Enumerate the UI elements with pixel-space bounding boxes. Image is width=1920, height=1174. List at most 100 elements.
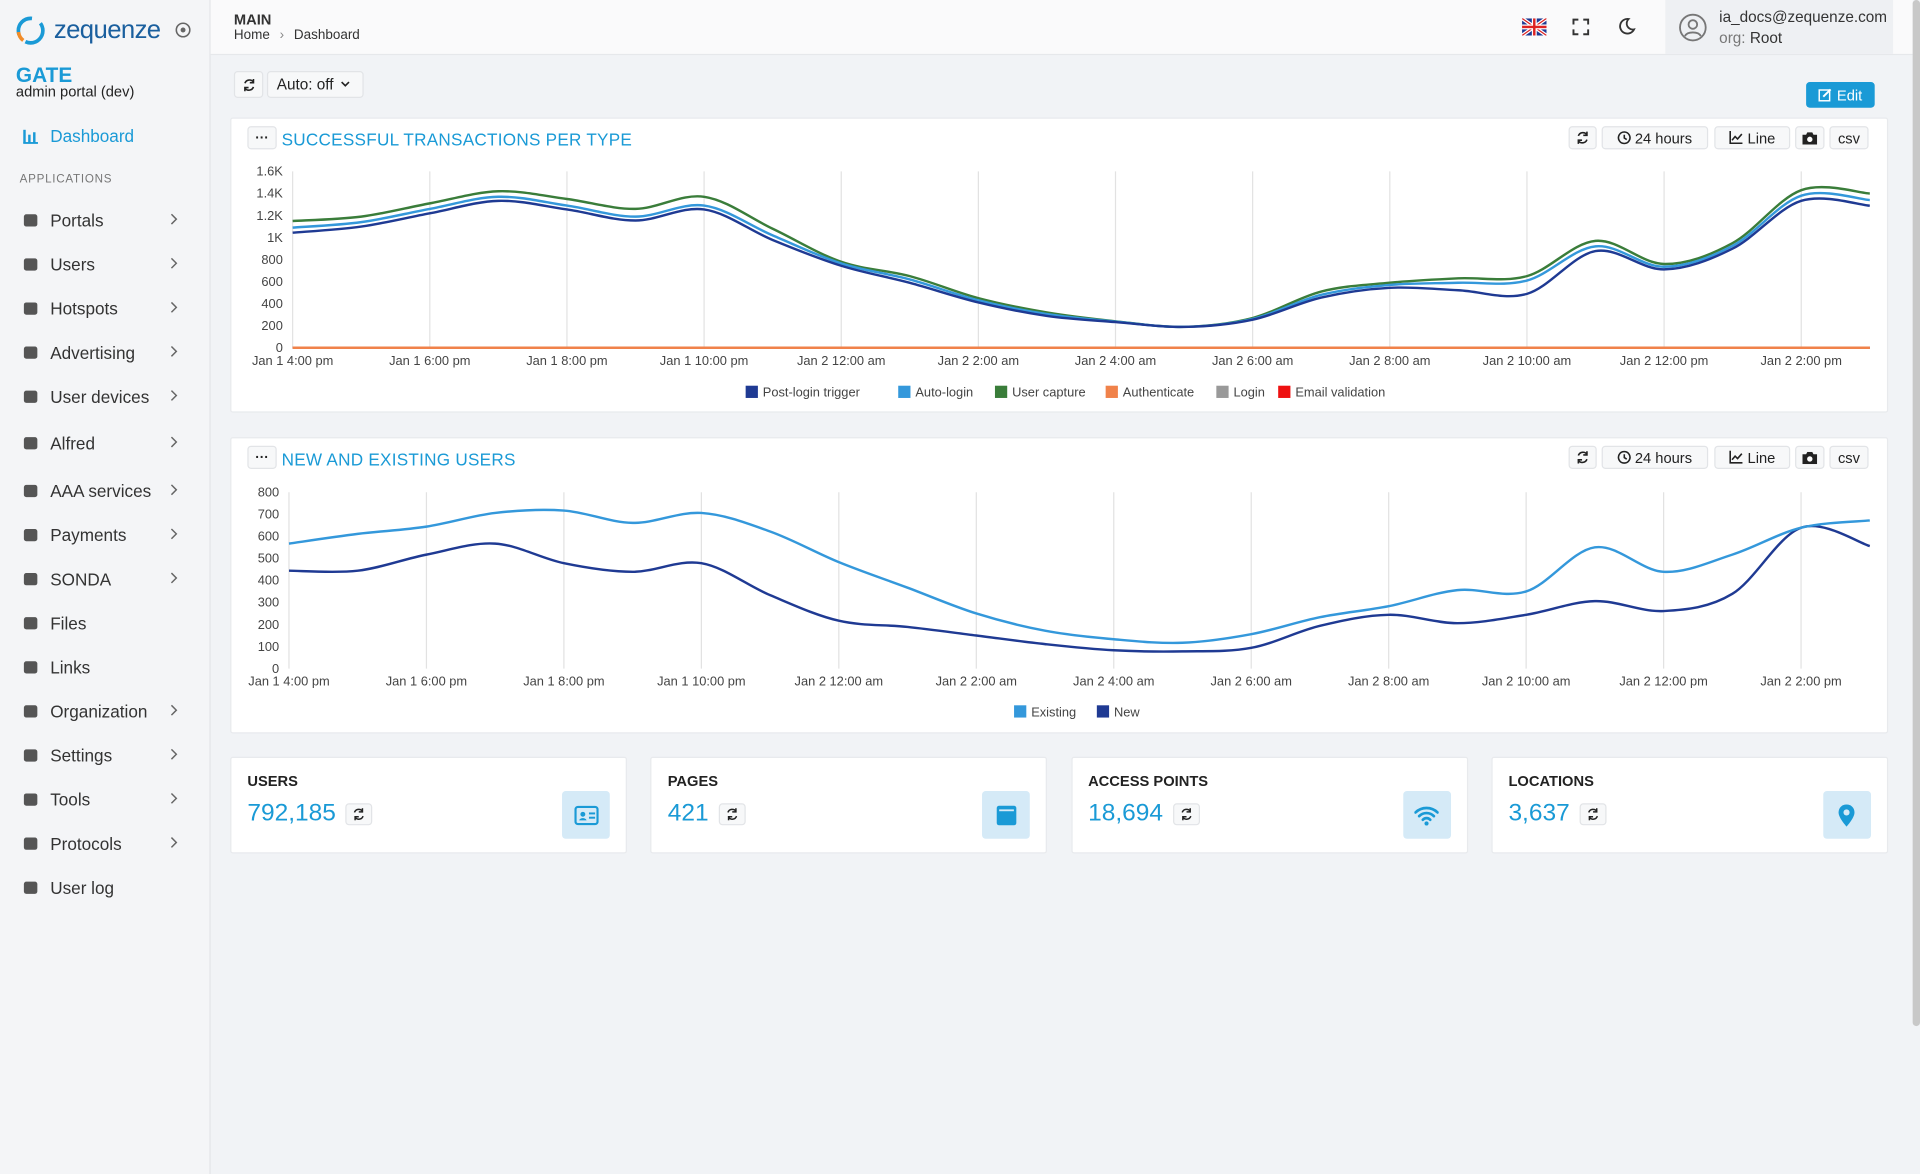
legend-label[interactable]: Existing	[1031, 704, 1076, 719]
icon-shape	[996, 805, 1017, 825]
language-flag[interactable]	[1522, 18, 1547, 36]
chevron-path	[170, 792, 178, 804]
refresh-path	[1577, 451, 1588, 464]
chart-refresh-button[interactable]	[1568, 126, 1597, 150]
nav-label: Alfred	[50, 433, 95, 454]
nav-icon	[23, 302, 38, 315]
sidebar: zequenze GATE admin portal (dev) Dashboa…	[0, 0, 211, 1174]
edit-button[interactable]: Edit	[1806, 82, 1875, 108]
breadcrumb-link[interactable]: Home	[233, 28, 270, 43]
nav-item[interactable]: Alfred	[22, 430, 193, 457]
stat-icon-glyph	[1839, 803, 1855, 826]
legend-label[interactable]: Auto-login	[915, 385, 973, 400]
legend-label[interactable]: Authenticate	[1123, 385, 1194, 400]
nav-item[interactable]: User devices	[22, 383, 193, 410]
y-tick-label: 700	[258, 507, 279, 522]
y-tick-label: 1.6K	[256, 164, 283, 179]
stat-value: 792,185	[247, 799, 336, 827]
nav-item[interactable]: Links	[22, 654, 193, 681]
range-label: 24 hours	[1634, 448, 1693, 466]
y-tick-label: 0	[276, 340, 283, 355]
nav-item[interactable]: Tools	[22, 786, 193, 813]
refresh-button[interactable]	[233, 71, 264, 98]
stat-value-row: 3,637	[1508, 800, 1607, 828]
legend-swatch	[745, 385, 758, 398]
legend-label[interactable]: New	[1114, 704, 1140, 719]
org-label: org:	[1719, 29, 1746, 47]
user-email: ia_docs@zequenze.com	[1719, 8, 1888, 26]
y-tick-label: 0	[272, 661, 279, 676]
nav-icon-shape	[23, 390, 38, 403]
stat-icon	[562, 791, 610, 839]
nav-item[interactable]: AAA services	[22, 478, 193, 505]
chevron-path	[170, 436, 178, 448]
view-dropdown[interactable]: Line	[1714, 445, 1791, 469]
icon-shape	[588, 816, 595, 819]
fullscreen-button[interactable]	[1572, 18, 1590, 36]
chart-refresh-button[interactable]	[1568, 445, 1597, 469]
chevron-path	[170, 748, 178, 760]
snapshot-button[interactable]	[1795, 445, 1825, 469]
chevron	[170, 484, 178, 496]
nav-item[interactable]: Portals	[22, 207, 193, 234]
nav-item[interactable]: Advertising	[22, 339, 193, 366]
y-tick-label: 1K	[267, 230, 283, 245]
user-panel[interactable]: ia_docs@zequenze.com org: Root	[1665, 0, 1894, 54]
csv-button[interactable]: csv	[1829, 445, 1869, 469]
scrollbar[interactable]	[1912, 0, 1920, 1027]
chevron	[170, 528, 178, 540]
csv-button[interactable]: csv	[1829, 126, 1869, 150]
nav-icon	[23, 437, 38, 450]
nav-label: Organization	[50, 701, 148, 722]
x-tick-label: Jan 2 12:00 pm	[1620, 353, 1709, 368]
nav-item[interactable]: Settings	[22, 742, 193, 769]
snapshot-button[interactable]	[1795, 126, 1825, 150]
legend-label[interactable]: Post-login trigger	[763, 385, 861, 400]
nav-item[interactable]: Hotspots	[22, 295, 193, 322]
nav-label: Protocols	[50, 833, 122, 854]
y-tick-label: 600	[261, 274, 282, 289]
nav-label: User log	[50, 877, 115, 898]
range-dropdown[interactable]: 24 hours	[1601, 126, 1709, 150]
auto-refresh-dropdown[interactable]: Auto: off	[266, 71, 364, 98]
chart-menu-button[interactable]: ···	[247, 445, 277, 469]
nav-item[interactable]: Users	[22, 251, 193, 278]
camera-lens	[1807, 136, 1813, 142]
chart: Jan 1 4:00 pm Jan 1 6:00 pm Jan 1 8:00 pm J…	[248, 485, 1871, 719]
x-tick-label: Jan 2 10:00 am	[1482, 674, 1571, 689]
legend-label[interactable]: Login	[1233, 385, 1264, 400]
nav-item[interactable]: Files	[22, 610, 193, 637]
nav-item[interactable]: Payments	[22, 522, 193, 549]
nav-item[interactable]: User log	[22, 874, 193, 901]
stat-card: USERS 792,185	[230, 756, 627, 854]
stat-refresh-button[interactable]	[1172, 802, 1200, 825]
stat-refresh-button[interactable]	[345, 802, 373, 825]
nav-dashboard[interactable]: Dashboard	[22, 122, 193, 149]
chevron-path	[170, 837, 178, 848]
stat-icon	[1402, 791, 1451, 839]
range-dropdown[interactable]: 24 hours	[1601, 445, 1709, 469]
nav-label: SONDA	[50, 569, 112, 589]
refresh-path	[1588, 807, 1598, 820]
legend-swatch	[1216, 385, 1229, 398]
chart-menu-button[interactable]: ···	[247, 126, 277, 150]
legend-label[interactable]: User capture	[1012, 385, 1086, 400]
legend-label[interactable]: Email validation	[1295, 385, 1385, 400]
nav-label: User devices	[50, 386, 150, 407]
stat-refresh-button[interactable]	[1579, 802, 1607, 825]
series-line	[292, 197, 1870, 329]
icon-shape	[1414, 806, 1439, 821]
chevron-path	[170, 704, 178, 716]
nav-label: Dashboard	[50, 126, 135, 146]
pin-toggle[interactable]	[175, 22, 191, 38]
stat-icon	[1823, 791, 1871, 839]
nav-item[interactable]: SONDA	[22, 566, 193, 593]
refresh-path	[1577, 131, 1588, 144]
view-dropdown[interactable]: Line	[1714, 126, 1791, 150]
theme-toggle[interactable]	[1618, 17, 1636, 35]
nav-item[interactable]: Protocols	[22, 830, 193, 857]
stat-refresh-button[interactable]	[718, 802, 746, 825]
nav-item[interactable]: Organization	[22, 698, 193, 725]
icon-shape	[998, 808, 1014, 811]
legend-swatch	[1096, 705, 1110, 718]
